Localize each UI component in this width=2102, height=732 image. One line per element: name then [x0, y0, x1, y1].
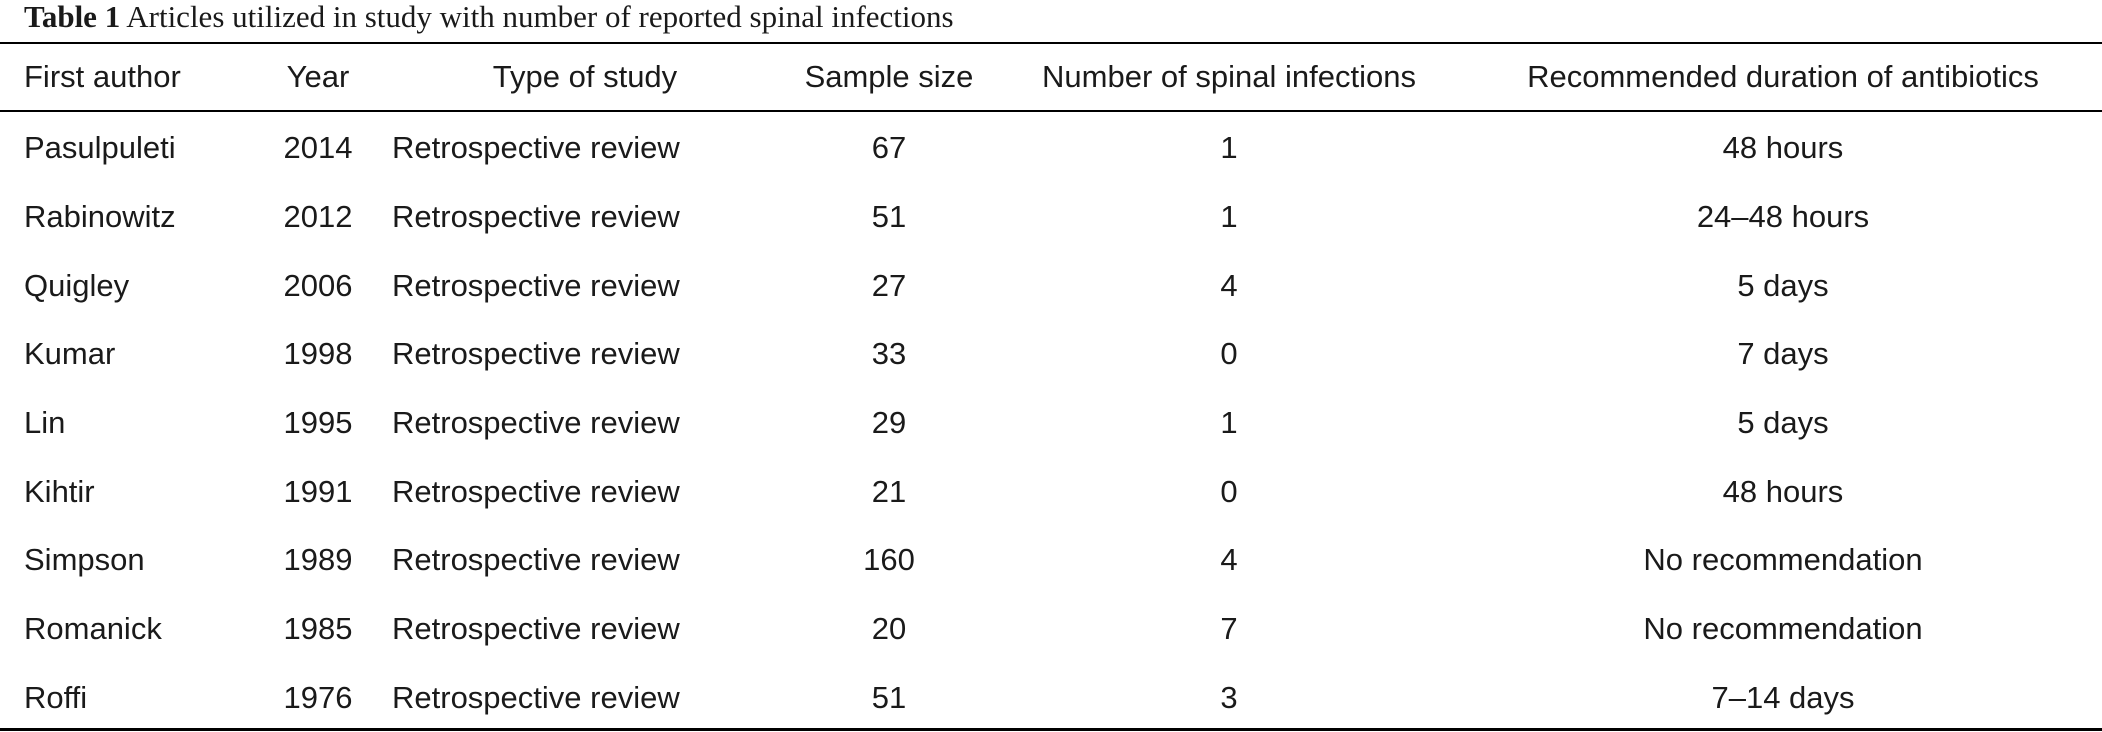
cell-first-author: Quigley — [24, 267, 130, 303]
table-bottom-rule — [0, 728, 2102, 731]
table-top-rule — [0, 42, 2102, 44]
cell-first-author: Rabinowitz — [24, 199, 176, 235]
cell-antibiotic-duration: No recommendation — [1643, 611, 1923, 647]
cell-antibiotic-duration: 7 days — [1737, 336, 1829, 372]
cell-year: 2012 — [283, 199, 353, 235]
cell-first-author: Roffi — [24, 679, 88, 715]
table-row: Romanick 1985 Retrospective review 20 7 … — [0, 595, 2102, 664]
cell-first-author: Kumar — [24, 336, 116, 372]
cell-first-author: Lin — [24, 405, 66, 441]
header-antibiotic-duration: Recommended duration of antibiotics — [1527, 59, 2039, 94]
table-row: Quigley 2006 Retrospective review 27 4 5… — [0, 251, 2102, 320]
cell-type-of-study: Retrospective review — [392, 336, 680, 372]
cell-spinal-infections: 4 — [1220, 542, 1238, 578]
table-row: Simpson 1989 Retrospective review 160 4 … — [0, 526, 2102, 595]
cell-first-author: Kihtir — [24, 473, 95, 509]
cell-type-of-study: Retrospective review — [392, 405, 680, 441]
cell-type-of-study: Retrospective review — [392, 267, 680, 303]
cell-year: 1998 — [283, 336, 353, 372]
cell-sample-size: 51 — [871, 199, 907, 235]
cell-antibiotic-duration: 7–14 days — [1711, 679, 1855, 715]
cell-antibiotic-duration: 5 days — [1737, 405, 1829, 441]
cell-type-of-study: Retrospective review — [392, 199, 680, 235]
table-header-rule — [0, 110, 2102, 112]
table-caption-text: Articles utilized in study with number o… — [126, 0, 954, 34]
cell-year: 2006 — [283, 267, 353, 303]
cell-spinal-infections: 1 — [1220, 405, 1238, 441]
cell-year: 1995 — [283, 405, 353, 441]
cell-spinal-infections: 1 — [1220, 199, 1238, 235]
cell-type-of-study: Retrospective review — [392, 611, 680, 647]
cell-sample-size: 67 — [871, 130, 907, 166]
cell-spinal-infections: 0 — [1220, 473, 1238, 509]
cell-year: 2014 — [283, 130, 353, 166]
cell-first-author: Pasulpuleti — [24, 130, 176, 166]
table-row: Rabinowitz 2012 Retrospective review 51 … — [0, 183, 2102, 252]
cell-type-of-study: Retrospective review — [392, 473, 680, 509]
cell-sample-size: 20 — [871, 611, 907, 647]
header-year: Year — [286, 59, 350, 94]
cell-spinal-infections: 1 — [1220, 130, 1238, 166]
articles-table: First author Year Type of study Sample s… — [0, 44, 2102, 732]
table-row: Pasulpuleti 2014 Retrospective review 67… — [0, 110, 2102, 183]
table-header-row: First author Year Type of study Sample s… — [0, 44, 2102, 110]
table-row: Lin 1995 Retrospective review 29 1 5 day… — [0, 389, 2102, 458]
header-type-of-study: Type of study — [492, 59, 678, 94]
cell-spinal-infections: 7 — [1220, 611, 1238, 647]
table-row: Kihtir 1991 Retrospective review 21 0 48… — [0, 457, 2102, 526]
table-row: Roffi 1976 Retrospective review 51 3 7–1… — [0, 664, 2102, 732]
table-caption-label: Table 1 — [24, 0, 121, 34]
cell-sample-size: 21 — [871, 473, 907, 509]
cell-antibiotic-duration: No recommendation — [1643, 542, 1923, 578]
cell-sample-size: 29 — [871, 405, 907, 441]
table-row: Kumar 1998 Retrospective review 33 0 7 d… — [0, 320, 2102, 389]
cell-sample-size: 27 — [871, 267, 907, 303]
cell-spinal-infections: 0 — [1220, 336, 1238, 372]
cell-antibiotic-duration: 5 days — [1737, 267, 1829, 303]
cell-type-of-study: Retrospective review — [392, 130, 680, 166]
cell-year: 1985 — [283, 611, 353, 647]
cell-type-of-study: Retrospective review — [392, 542, 680, 578]
table-caption: Table 1 Articles utilized in study with … — [24, 0, 954, 40]
cell-spinal-infections: 4 — [1220, 267, 1238, 303]
cell-year: 1991 — [283, 473, 353, 509]
cell-spinal-infections: 3 — [1220, 679, 1238, 715]
header-sample-size: Sample size — [804, 59, 974, 94]
cell-antibiotic-duration: 48 hours — [1722, 473, 1844, 509]
cell-antibiotic-duration: 48 hours — [1722, 130, 1844, 166]
cell-sample-size: 160 — [863, 542, 915, 578]
cell-sample-size: 51 — [871, 679, 907, 715]
cell-sample-size: 33 — [871, 336, 907, 372]
header-spinal-infections: Number of spinal infections — [1042, 59, 1416, 94]
cell-antibiotic-duration: 24–48 hours — [1696, 199, 1870, 235]
cell-first-author: Simpson — [24, 542, 145, 578]
cell-year: 1976 — [283, 679, 353, 715]
cell-type-of-study: Retrospective review — [392, 679, 680, 715]
header-first-author: First author — [24, 59, 181, 94]
cell-year: 1989 — [283, 542, 353, 578]
cell-first-author: Romanick — [24, 611, 162, 647]
